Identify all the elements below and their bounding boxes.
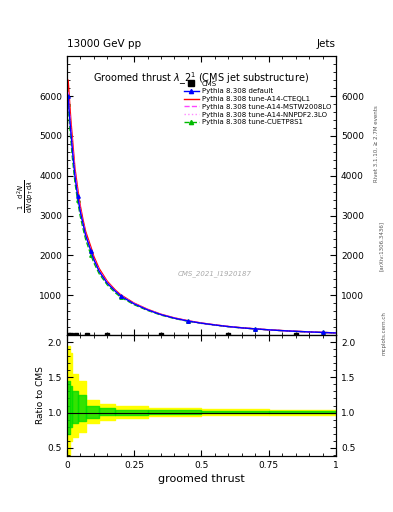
- Text: Groomed thrust $\lambda\_2^{1}$ (CMS jet substructure): Groomed thrust $\lambda\_2^{1}$ (CMS jet…: [94, 70, 309, 87]
- Text: CMS_2021_I1920187: CMS_2021_I1920187: [178, 270, 252, 277]
- Text: Rivet 3.1.10, ≥ 2.7M events: Rivet 3.1.10, ≥ 2.7M events: [374, 105, 379, 182]
- Text: Jets: Jets: [317, 38, 336, 49]
- Text: mcplots.cern.ch: mcplots.cern.ch: [382, 311, 387, 355]
- Text: 13000 GeV pp: 13000 GeV pp: [67, 38, 141, 49]
- Y-axis label: $\frac{1}{\mathrm{d}N}\frac{\mathrm{d}^{2}N}{\mathrm{d}p_{\mathrm{T}}\,\mathrm{d: $\frac{1}{\mathrm{d}N}\frac{\mathrm{d}^{…: [15, 179, 36, 212]
- Text: [arXiv:1306.3436]: [arXiv:1306.3436]: [379, 221, 384, 271]
- X-axis label: groomed thrust: groomed thrust: [158, 474, 245, 484]
- Y-axis label: Ratio to CMS: Ratio to CMS: [36, 367, 45, 424]
- Legend: CMS, Pythia 8.308 default, Pythia 8.308 tune-A14-CTEQL1, Pythia 8.308 tune-A14-M: CMS, Pythia 8.308 default, Pythia 8.308 …: [182, 79, 332, 127]
